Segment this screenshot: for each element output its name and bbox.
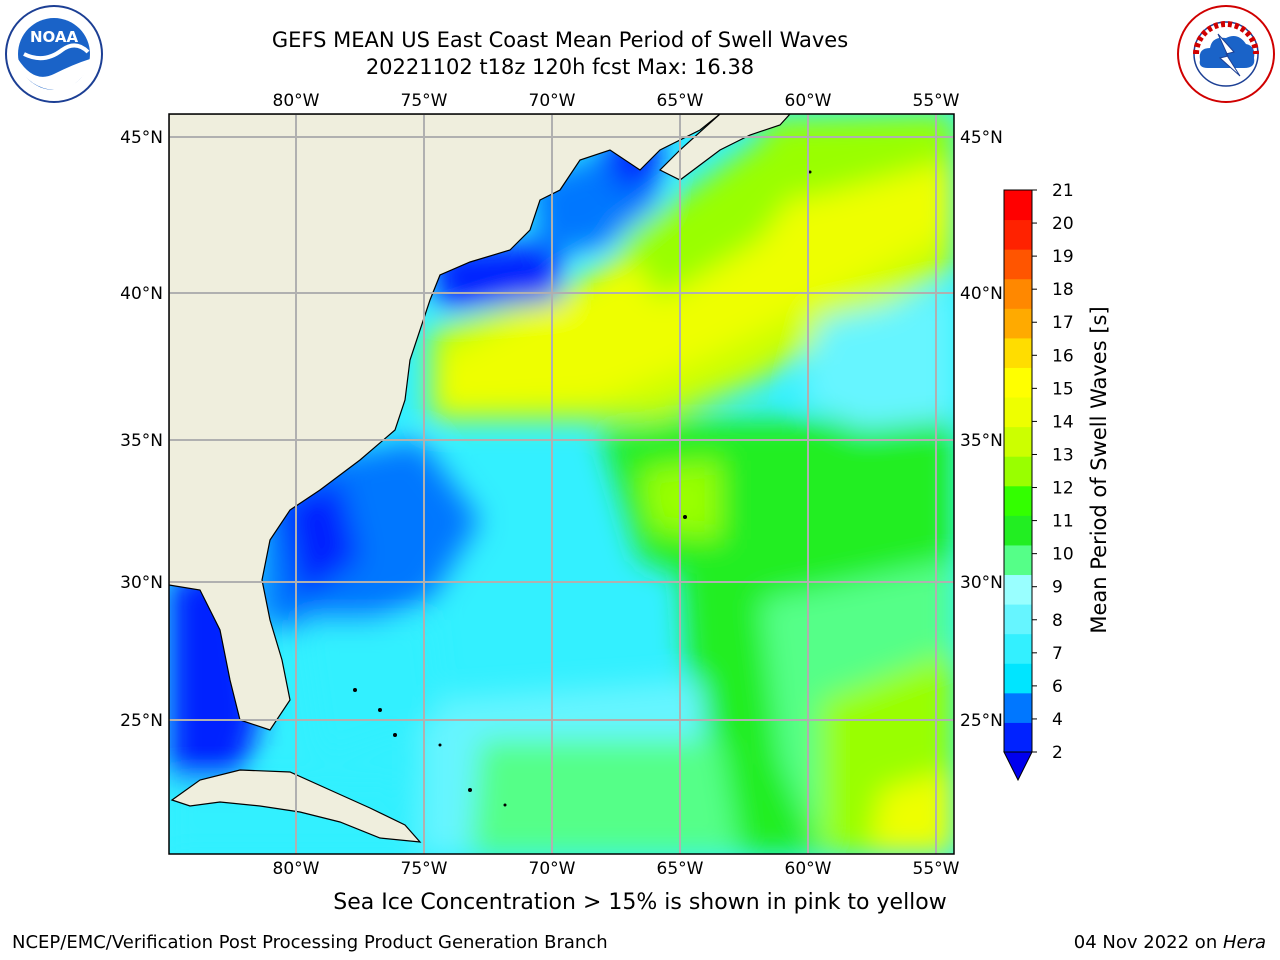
- lat-label-left: 35°N: [120, 431, 163, 451]
- colorbar-segment: [1004, 722, 1032, 753]
- chart-title: GEFS MEAN US East Coast Mean Period of S…: [271, 28, 849, 52]
- lat-label-right: 40°N: [960, 284, 1003, 304]
- colorbar-segment: [1004, 633, 1032, 664]
- sea-ice-note: Sea Ice Concentration > 15% is shown in …: [333, 890, 947, 915]
- colorbar-segment: [1004, 397, 1032, 428]
- colorbar-segment: [1004, 426, 1032, 457]
- lon-label-top: 65°W: [657, 91, 704, 111]
- land-north-america: [169, 114, 721, 731]
- lat-labels-left: 45°N 40°N 35°N 30°N 25°N: [120, 128, 163, 731]
- nws-logo: [1177, 5, 1275, 103]
- lat-label-left: 40°N: [120, 284, 163, 304]
- colorbar-label: Mean Period of Swell Waves [s]: [1087, 306, 1111, 633]
- colorbar-tick-label: 10: [1052, 545, 1074, 565]
- colorbar-segment: [1004, 485, 1032, 516]
- map-area: [169, 114, 954, 854]
- colorbar-tick-label: 15: [1052, 379, 1074, 399]
- colorbar-tick-label: 21: [1052, 181, 1074, 201]
- noaa-logo-text: NOAA: [30, 28, 79, 46]
- colorbar-segment: [1004, 278, 1032, 309]
- lat-label-right: 45°N: [960, 128, 1003, 148]
- colorbar-tick-label: 6: [1052, 677, 1063, 697]
- map-frame: [168, 113, 955, 855]
- lon-label-top: 80°W: [273, 91, 320, 111]
- lon-label-bottom: 75°W: [401, 859, 448, 879]
- lon-label-bottom: 60°W: [785, 859, 832, 879]
- colorbar-segment: [1004, 692, 1032, 723]
- colorbar-tick-label: 18: [1052, 280, 1074, 300]
- colorbar-tick-label: 9: [1052, 578, 1063, 598]
- colorbar-segment: [1004, 249, 1032, 280]
- noaa-logo: NOAA: [5, 5, 103, 103]
- lat-labels-right: 45°N 40°N 35°N 30°N 25°N: [960, 128, 1003, 731]
- colorbar-segment: [1004, 574, 1032, 605]
- lon-label-bottom: 65°W: [657, 859, 704, 879]
- colorbar-segment: [1004, 219, 1032, 250]
- lat-label-left: 45°N: [120, 128, 163, 148]
- lat-label-left: 30°N: [120, 573, 163, 593]
- footer-date: 04 Nov 2022 on Hera: [1074, 932, 1266, 953]
- colorbar-segment: [1004, 663, 1032, 694]
- lat-label-left: 25°N: [120, 711, 163, 731]
- colorbar-segment: [1004, 367, 1032, 398]
- footer-date-text: 04 Nov 2022 on: [1073, 932, 1223, 953]
- land-maritimes: [658, 114, 791, 181]
- lon-label-bottom: 80°W: [273, 859, 320, 879]
- colorbar-frame: [1003, 189, 1033, 753]
- lat-label-right: 25°N: [960, 711, 1003, 731]
- footer-credit: NCEP/EMC/Verification Post Processing Pr…: [12, 932, 608, 953]
- colorbar-tick-label: 7: [1052, 644, 1063, 664]
- colorbar-tick-label: 19: [1052, 247, 1074, 267]
- islands: [353, 170, 812, 807]
- colorbar-extend-arrow: [1003, 751, 1033, 782]
- colorbar-tick-label: 13: [1052, 445, 1074, 465]
- colorbar-tick-label: 20: [1052, 214, 1074, 234]
- colorbar: [1003, 189, 1033, 782]
- lon-label-top: 60°W: [785, 91, 832, 111]
- colorbar-tick-label: 16: [1052, 346, 1074, 366]
- colorbar-segment: [1004, 515, 1032, 546]
- lon-label-bottom: 55°W: [913, 859, 960, 879]
- lat-label-right: 35°N: [960, 431, 1003, 451]
- colorbar-segment: [1004, 190, 1032, 221]
- colorbar-segment: [1004, 604, 1032, 635]
- colorbar-tick-label: 17: [1052, 313, 1074, 333]
- colorbar-tick-label: 12: [1052, 479, 1074, 499]
- colorbar-tick-label: 4: [1052, 710, 1063, 730]
- gridlines: [169, 114, 954, 854]
- lat-label-right: 30°N: [960, 573, 1003, 593]
- colorbar-tick-label: 2: [1052, 743, 1063, 763]
- lon-label-top: 70°W: [529, 91, 576, 111]
- chart-subtitle: 20221102 t18z 120h fcst Max: 16.38: [365, 55, 755, 79]
- lon-label-top: 75°W: [401, 91, 448, 111]
- lon-labels-bottom: 80°W 75°W 70°W 65°W 60°W 55°W: [273, 859, 960, 879]
- lon-label-bottom: 70°W: [529, 859, 576, 879]
- colorbar-tick-label: 11: [1052, 512, 1074, 532]
- colorbar-segment: [1004, 308, 1032, 339]
- lon-labels-top: 80°W 75°W 70°W 65°W 60°W 55°W: [273, 91, 960, 111]
- colorbar-tick-label: 14: [1052, 412, 1074, 432]
- colorbar-segment: [1004, 456, 1032, 487]
- colorbar-tick-label: 8: [1052, 611, 1063, 631]
- lon-label-top: 55°W: [913, 91, 960, 111]
- colorbar-segment: [1004, 544, 1032, 576]
- colorbar-segment: [1004, 337, 1032, 368]
- colorbar-ticks: 2 4 6 7 8 9 10 11 12 13 14 15 16 17 18 19 20 21: [1032, 181, 1074, 763]
- footer-host: Hera: [1222, 932, 1266, 953]
